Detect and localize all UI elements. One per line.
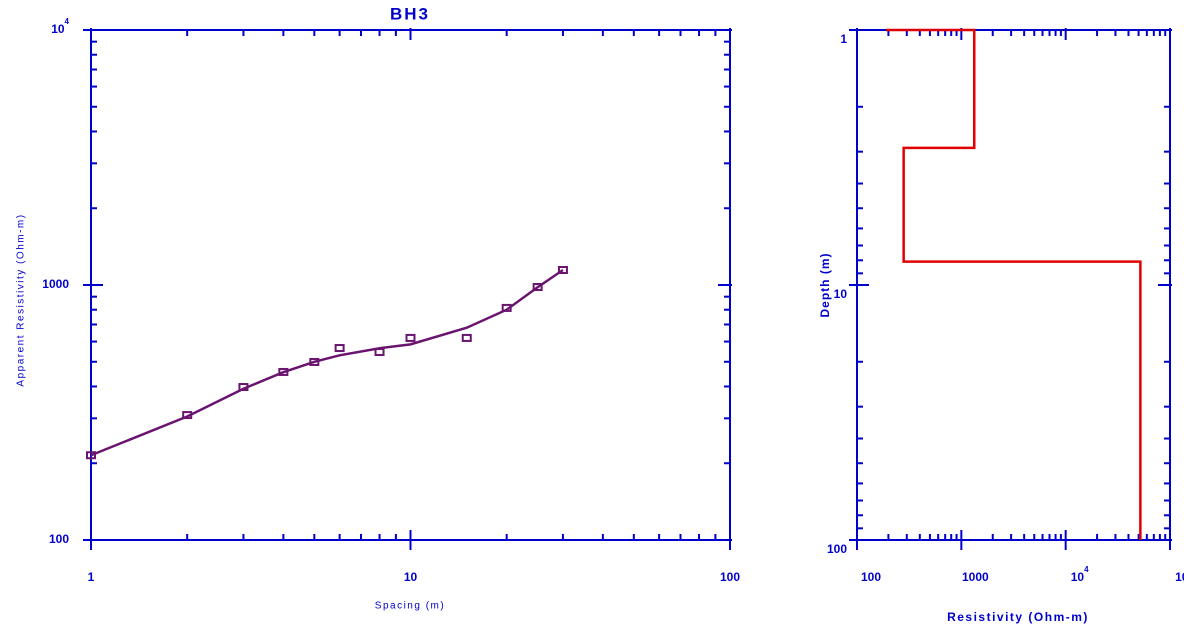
plot-frame: [90, 29, 731, 541]
tick-label: 100: [49, 532, 69, 546]
data-point: [86, 451, 96, 460]
tick-label: 104: [51, 17, 69, 36]
x-axis-label: Resistivity (Ohm-m): [947, 610, 1089, 624]
x-axis-label: Spacing (m): [375, 601, 445, 612]
chart-title: BH3: [390, 4, 430, 23]
tick-label: 10: [404, 570, 418, 584]
tick-label: 10: [834, 287, 848, 301]
tick-label: 1000: [962, 570, 989, 584]
tick-label-base: 10: [1071, 570, 1085, 584]
data-point: [557, 266, 568, 275]
tick-label-exponent: 4: [1084, 565, 1089, 574]
y-axis-label: Apparent Resistivity (Ohm-m): [16, 213, 27, 386]
data-line: [90, 268, 564, 457]
tick-label: 105: [1175, 565, 1184, 584]
tick-label: 100: [720, 570, 740, 584]
plot-frame: [856, 29, 1171, 541]
tick-label: 1000: [42, 277, 69, 291]
tick-label-exponent: 4: [65, 17, 70, 26]
data-point: [461, 333, 472, 342]
data-line: [886, 28, 1142, 540]
tick-label-base: 10: [1175, 570, 1184, 584]
tick-label: 104: [1071, 565, 1089, 584]
data-point: [405, 333, 416, 342]
data-point: [334, 344, 345, 353]
tick-label: 1: [840, 32, 847, 46]
tick-label-base: 10: [51, 22, 65, 36]
tick-label: 1: [88, 570, 95, 584]
y-axis-label: Depth (m): [818, 253, 832, 318]
data-point: [532, 283, 543, 292]
tick-label: 100: [861, 570, 881, 584]
tick-label: 100: [827, 542, 847, 556]
